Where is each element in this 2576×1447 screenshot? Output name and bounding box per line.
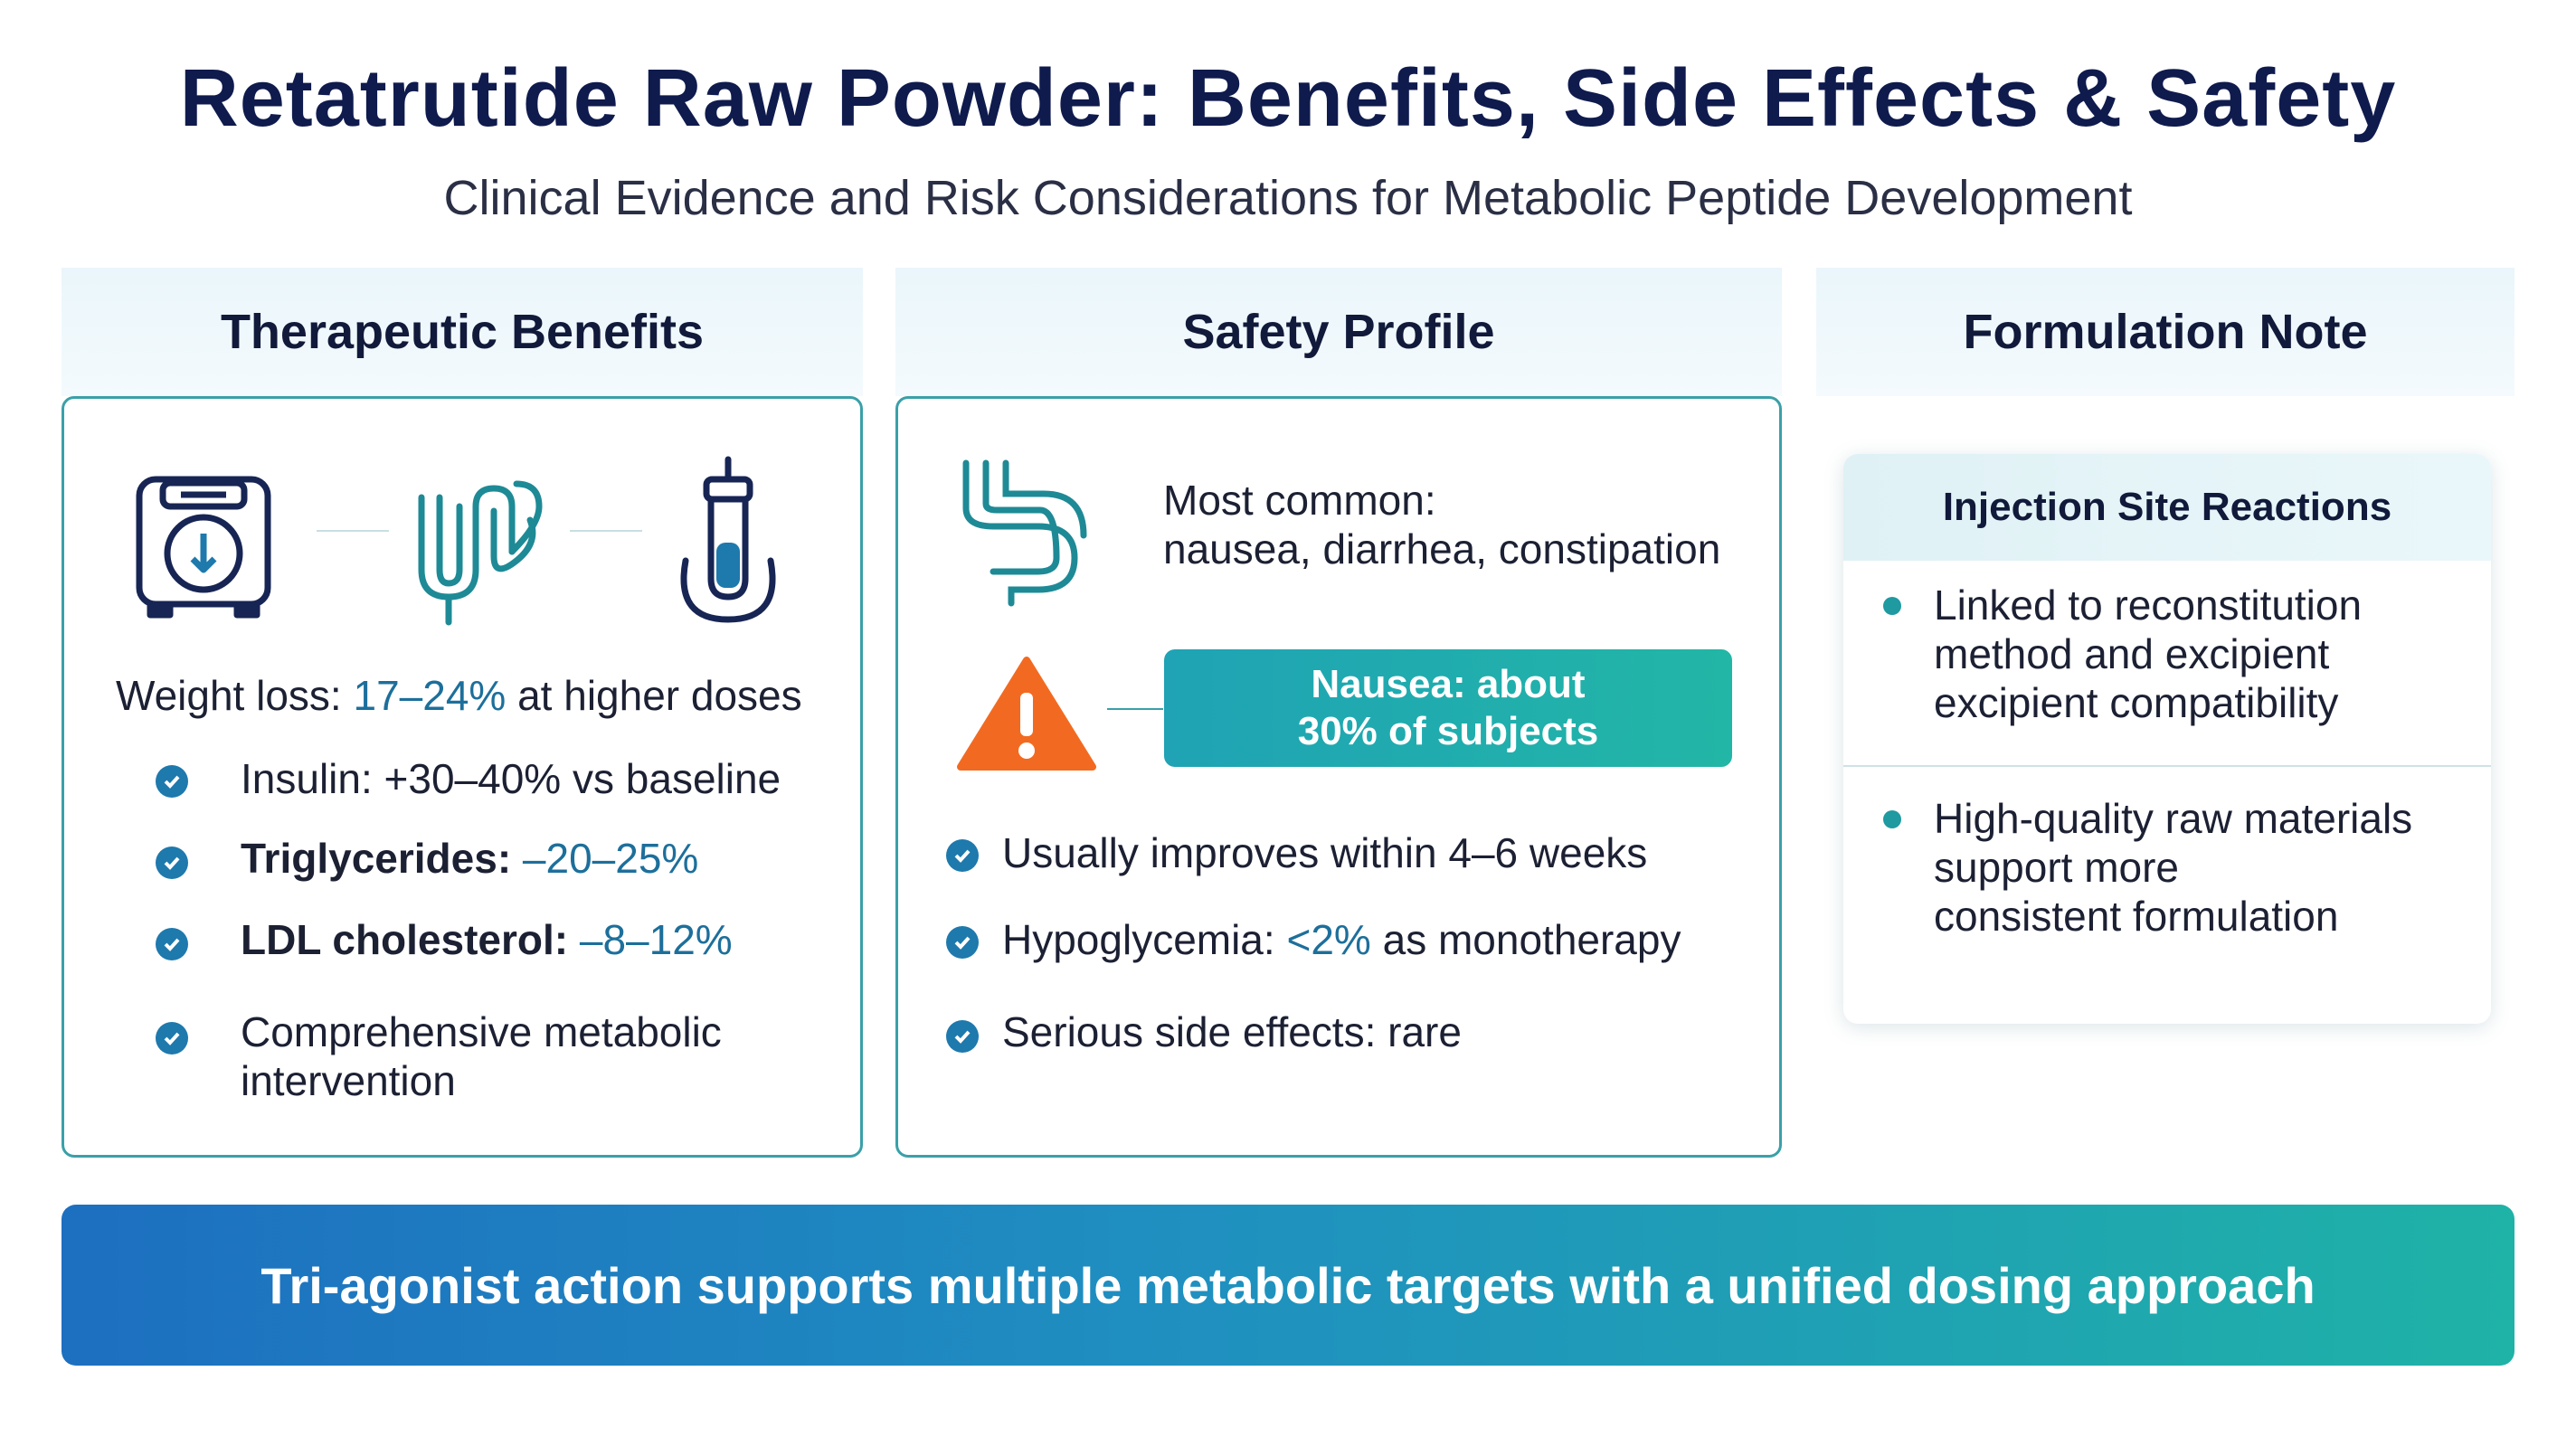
safety-item: Usually improves within 4–6 weeks [1002,829,1648,876]
benefit-value: –20–25% [522,835,699,882]
card-bullet-line: High-quality raw materials [1934,795,2413,842]
card-bullet-line: support more [1934,844,2180,891]
benefit-value: –8–12% [579,916,733,963]
benefit-item: Insulin: +30–40% vs baseline [241,754,781,803]
safety-panel [895,396,1782,1158]
benefit-item: Triglycerides: –20–25% [241,834,698,883]
benefit-line: Comprehensive metabolic [241,1008,722,1055]
safety-item: Hypoglycemia: <2% as monotherapy [1002,915,1681,964]
safety-item-prefix: Hypoglycemia: [1002,916,1275,963]
common-effects-text: nausea, diarrhea, constipation [1163,525,1721,572]
summary-banner: Tri-agonist action supports multiple met… [62,1205,2514,1366]
injection-site-card: Injection Site Reactions Linked to recon… [1843,454,2491,1024]
card-bullet-line: method and excipient [1934,630,2330,677]
icon-connector [570,530,642,532]
weight-loss-suffix: at higher doses [517,672,802,719]
formulation-heading: Formulation Note [1816,268,2514,396]
check-icon [946,926,979,959]
weight-loss-label: Weight loss: [116,672,342,719]
card-title: Injection Site Reactions [1843,454,2491,561]
warning-icon [957,655,1096,772]
bullet-dot-icon [1883,810,1901,828]
benefits-heading: Therapeutic Benefits [62,268,863,396]
check-icon [946,1020,979,1053]
benefit-label: LDL cholesterol: [241,916,569,963]
check-icon [156,846,188,879]
safety-item-value: <2% [1286,916,1371,963]
bullet-dot-icon [1883,597,1901,615]
check-icon [156,765,188,798]
nausea-line: Nausea: about [1311,662,1586,706]
card-bullet: High-quality raw materials support more … [1934,794,2412,941]
card-bullet-line: consistent formulation [1934,893,2339,940]
banner-text: Tri-agonist action supports multiple met… [260,1256,2316,1314]
check-icon [156,928,188,960]
warning-connector [1107,708,1163,710]
benefit-line: intervention [241,1057,456,1104]
safety-item: Serious side effects: rare [1002,1008,1462,1055]
page-title: Retatrutide Raw Powder: Benefits, Side E… [179,53,2397,144]
card-divider [1843,765,2491,767]
common-effects: Most common: nausea, diarrhea, constipat… [1163,476,1720,573]
benefit-label: Triglycerides: [241,835,512,882]
page-subtitle: Clinical Evidence and Risk Consideration… [443,171,2133,225]
card-bullet-line: excipient compatibility [1934,679,2339,726]
safety-heading: Safety Profile [895,268,1782,396]
benefit-item: LDL cholesterol: –8–12% [241,915,733,964]
weight-loss-text: Weight loss: 17–24% at higher doses [116,671,802,720]
icon-connector [317,530,389,532]
benefit-item: Comprehensive metabolic intervention [241,1007,722,1105]
check-icon [156,1022,188,1055]
check-icon [946,839,979,872]
nausea-line: 30% of subjects [1297,709,1599,753]
card-bullet: Linked to reconstitution method and exci… [1934,581,2362,727]
test-tube-icon [666,452,791,626]
digestive-system-icon [403,470,555,626]
digestive-tract-icon [957,454,1087,608]
nausea-callout: Nausea: about 30% of subjects [1164,649,1732,767]
safety-item-suffix: as monotherapy [1382,916,1681,963]
benefit-label: Insulin: [241,755,373,802]
benefit-value: +30–40% vs baseline [384,755,781,802]
common-label: Most common: [1163,477,1436,524]
weight-scale-icon [134,470,273,619]
weight-loss-value: 17–24% [353,672,507,719]
card-bullet-line: Linked to reconstitution [1934,582,2363,629]
